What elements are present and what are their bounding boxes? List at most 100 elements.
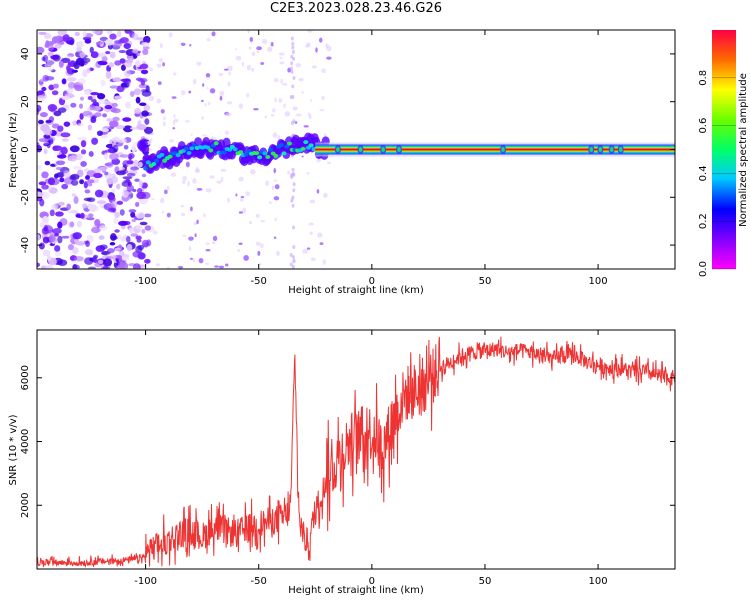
noise-blob bbox=[48, 67, 53, 72]
noise-blob bbox=[87, 182, 93, 187]
snr-x-ticks: -100 -50 0 50 100 bbox=[134, 330, 608, 587]
noise-speckle bbox=[206, 38, 211, 42]
noise-blob bbox=[76, 41, 84, 48]
noise-speckle bbox=[218, 72, 224, 77]
noise-speckle bbox=[180, 212, 186, 217]
noise-speckle bbox=[194, 168, 201, 174]
noise-blob bbox=[72, 263, 78, 269]
noise-blob bbox=[143, 104, 151, 112]
noise-blob bbox=[89, 104, 96, 111]
noise-blob bbox=[77, 136, 88, 141]
noise-blob bbox=[61, 78, 67, 85]
noise-speckle bbox=[155, 263, 160, 267]
noise-blob bbox=[60, 146, 68, 155]
noise-speckle bbox=[205, 242, 210, 245]
spectrogram-y-label: Frequency (Hz) bbox=[8, 112, 19, 188]
noise-blob bbox=[58, 201, 65, 206]
noise-blob bbox=[141, 228, 146, 234]
colorbar-tick-label: 0.2 bbox=[698, 213, 709, 229]
noise-speckle bbox=[246, 93, 250, 98]
noise-blob bbox=[79, 179, 85, 185]
noise-blob bbox=[111, 102, 118, 108]
colorbar-tick-label: 0.0 bbox=[698, 261, 709, 277]
signal-band-inner bbox=[267, 147, 273, 152]
noise-blob bbox=[110, 107, 118, 113]
noise-speckle bbox=[228, 71, 231, 76]
noise-blob bbox=[119, 154, 130, 158]
noise-speckle bbox=[190, 206, 193, 212]
signal-band-inner bbox=[213, 141, 219, 146]
noise-blob bbox=[94, 112, 102, 118]
noise-blob bbox=[109, 241, 116, 246]
noise-speckle bbox=[204, 102, 207, 107]
streak-blob bbox=[291, 255, 295, 260]
noise-speckle bbox=[171, 96, 177, 99]
noise-blob bbox=[121, 256, 130, 261]
noise-blob bbox=[60, 57, 71, 64]
noise-blob bbox=[98, 99, 108, 105]
noise-blob bbox=[52, 228, 62, 234]
noise-blob bbox=[72, 232, 82, 240]
snr-marks bbox=[37, 336, 675, 568]
signal-band-inner bbox=[143, 166, 149, 171]
streak-blob bbox=[290, 121, 294, 126]
noise-blob bbox=[139, 102, 147, 106]
noise-speckle bbox=[152, 230, 158, 235]
noise-blob bbox=[37, 119, 44, 125]
noise-blob bbox=[127, 152, 135, 159]
noise-blob bbox=[135, 212, 145, 219]
noise-blob bbox=[65, 40, 73, 44]
band-perturbation-core bbox=[381, 147, 385, 152]
noise-blob bbox=[96, 200, 107, 204]
noise-speckle bbox=[194, 233, 197, 238]
signal-band-inner bbox=[278, 142, 284, 147]
band-perturbation-core bbox=[589, 147, 594, 152]
noise-speckle bbox=[159, 42, 163, 49]
noise-speckle bbox=[315, 47, 318, 53]
noise-blob bbox=[106, 30, 113, 35]
streak-blob bbox=[292, 182, 296, 187]
signal-band-inner bbox=[175, 153, 181, 158]
noise-speckle bbox=[255, 214, 260, 218]
noise-blob bbox=[80, 160, 87, 167]
noise-speckle bbox=[219, 95, 223, 101]
signal-band-inner bbox=[191, 143, 197, 148]
noise-blob bbox=[47, 41, 55, 46]
noise-blob bbox=[144, 118, 150, 125]
noise-speckle bbox=[283, 103, 286, 109]
signal-band-inner bbox=[159, 152, 165, 157]
signal-band-inner bbox=[145, 160, 151, 165]
noise-speckle bbox=[316, 158, 321, 163]
noise-speckle bbox=[249, 169, 256, 175]
noise-speckle bbox=[319, 242, 324, 245]
noise-speckle bbox=[282, 82, 288, 86]
noise-speckle bbox=[166, 186, 170, 191]
snr-x-tick-label: -100 bbox=[134, 576, 157, 587]
band-perturbation-core bbox=[397, 147, 401, 152]
noise-speckle bbox=[149, 67, 154, 72]
noise-blob bbox=[67, 81, 76, 89]
noise-blob bbox=[50, 105, 55, 113]
noise-blob bbox=[57, 30, 67, 36]
band-perturbation-core bbox=[358, 147, 363, 152]
noise-blob bbox=[57, 221, 63, 229]
noise-blob bbox=[105, 50, 111, 55]
noise-speckle bbox=[166, 212, 171, 218]
spectrogram-x-ticks: -100 -50 0 50 100 bbox=[134, 30, 608, 287]
noise-blob bbox=[118, 50, 127, 54]
noise-speckle bbox=[326, 45, 332, 52]
snr-y-label: SNR (10 * v/v) bbox=[8, 414, 19, 485]
noise-blob bbox=[144, 225, 152, 231]
noise-blob bbox=[82, 69, 88, 77]
noise-blob bbox=[136, 239, 142, 243]
noise-blob bbox=[66, 203, 72, 210]
noise-speckle bbox=[180, 204, 185, 208]
noise-blob bbox=[70, 173, 80, 181]
signal-band-line bbox=[315, 148, 675, 151]
noise-blob bbox=[43, 142, 50, 147]
noise-speckle bbox=[301, 91, 304, 94]
noise-blob bbox=[135, 235, 142, 240]
noise-blob bbox=[80, 212, 85, 219]
noise-blob bbox=[97, 60, 108, 66]
snr-y-tick-label: 4000 bbox=[20, 429, 31, 454]
